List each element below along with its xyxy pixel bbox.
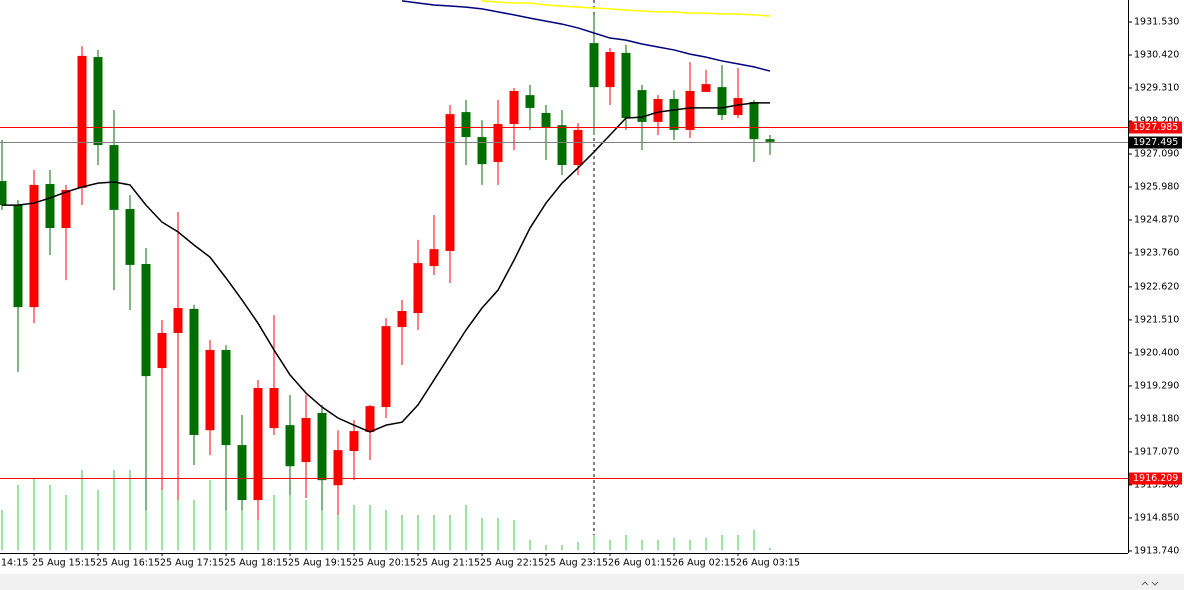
x-tick-label: 25 Aug 20:15 [352,558,416,569]
candle-body [253,387,263,501]
candle-body [749,101,759,140]
y-tick-label: 1923.760 [1134,248,1179,259]
x-tick-label: 25 Aug 18:15 [224,558,288,569]
candle-body [61,189,71,229]
price-label-box [1129,136,1182,149]
x-tick-label: 26 Aug 02:15 [672,558,736,569]
y-tick-label: 1914.850 [1134,512,1179,523]
candle-body [557,125,567,166]
y-tick-label: 1918.180 [1134,413,1179,424]
x-tick-label: 25 Aug 17:15 [160,558,224,569]
candle-body [765,139,775,142]
candle-body [397,310,407,328]
candle-body [45,184,55,229]
candle-body [93,57,103,146]
candle-body [317,412,327,481]
candle-body [605,52,615,88]
candle-body [349,431,359,452]
candle-body [0,181,7,206]
candle-body [205,349,215,431]
candle-body [141,264,151,377]
candle-body [653,99,663,122]
moving-average [481,0,771,17]
candle-body [493,123,503,163]
x-tick-label: 26 Aug 03:15 [736,558,800,569]
candle-body [109,145,119,210]
candle-body [413,263,423,314]
y-tick-label: 1928.200 [1134,116,1179,127]
candle-body [669,99,679,130]
y-tick-label: 1920.400 [1134,347,1179,358]
scroll-icons[interactable] [1141,581,1159,586]
candle-body [173,308,183,333]
x-tick-label: 14:15 [1,558,28,569]
candle-body [157,332,167,369]
x-tick-label: 26 Aug 01:15 [608,558,672,569]
x-tick-label: 25 Aug 22:15 [480,558,544,569]
candle-body [717,87,727,116]
candle-body [733,98,743,116]
candle-body [13,205,23,308]
y-tick-label: 1930.420 [1134,50,1179,61]
candle-body [525,95,535,108]
x-tick-label: 25 Aug 15:15 [32,558,96,569]
x-tick-label: 25 Aug 23:15 [544,558,608,569]
y-tick-label: 1921.510 [1134,314,1179,325]
candle-body [461,112,471,138]
candle-body [269,387,279,429]
candle-body [445,114,455,251]
candle-body [685,90,695,130]
candle-body [189,308,199,435]
candle-body [237,445,247,501]
y-tick-label: 1929.310 [1134,83,1179,94]
candle-body [509,90,519,124]
price-label: 1927.985 [1133,122,1178,133]
price-label-box [1129,472,1182,485]
y-tick-label: 1919.290 [1134,380,1179,391]
scrollbar[interactable] [0,574,1184,590]
candle-body [381,326,391,408]
y-tick-label: 1925.980 [1134,182,1179,193]
moving-average [401,0,771,72]
candle-body [701,84,711,92]
moving-average [2,102,770,433]
price-label: 1927.495 [1133,137,1178,148]
candle-body [285,425,295,467]
y-tick-label: 1931.530 [1134,17,1179,28]
candle-body [573,129,583,166]
y-tick-label: 1913.740 [1134,545,1179,556]
candle-body [541,112,551,127]
candle-body [301,418,311,463]
candle-body [125,209,135,265]
price-label: 1916.209 [1133,473,1178,484]
candle-body [77,55,87,188]
candle-body [221,349,231,446]
candle-body [429,249,439,267]
x-tick-label: 25 Aug 16:15 [96,558,160,569]
candle-body [333,450,343,486]
candle-body [589,43,599,88]
x-tick-label: 25 Aug 21:15 [416,558,480,569]
y-tick-label: 1915.960 [1134,479,1179,490]
candle-body [365,406,375,432]
candle-body [637,90,647,122]
candle-body [477,137,487,165]
candle-body [621,52,631,119]
y-tick-label: 1917.070 [1134,446,1179,457]
x-tick-label: 25 Aug 19:15 [288,558,352,569]
y-tick-label: 1927.090 [1134,149,1179,160]
y-tick-label: 1924.870 [1134,215,1179,226]
candle-body [29,184,39,308]
price-label-box [1129,121,1182,134]
y-tick-label: 1922.620 [1134,281,1179,292]
